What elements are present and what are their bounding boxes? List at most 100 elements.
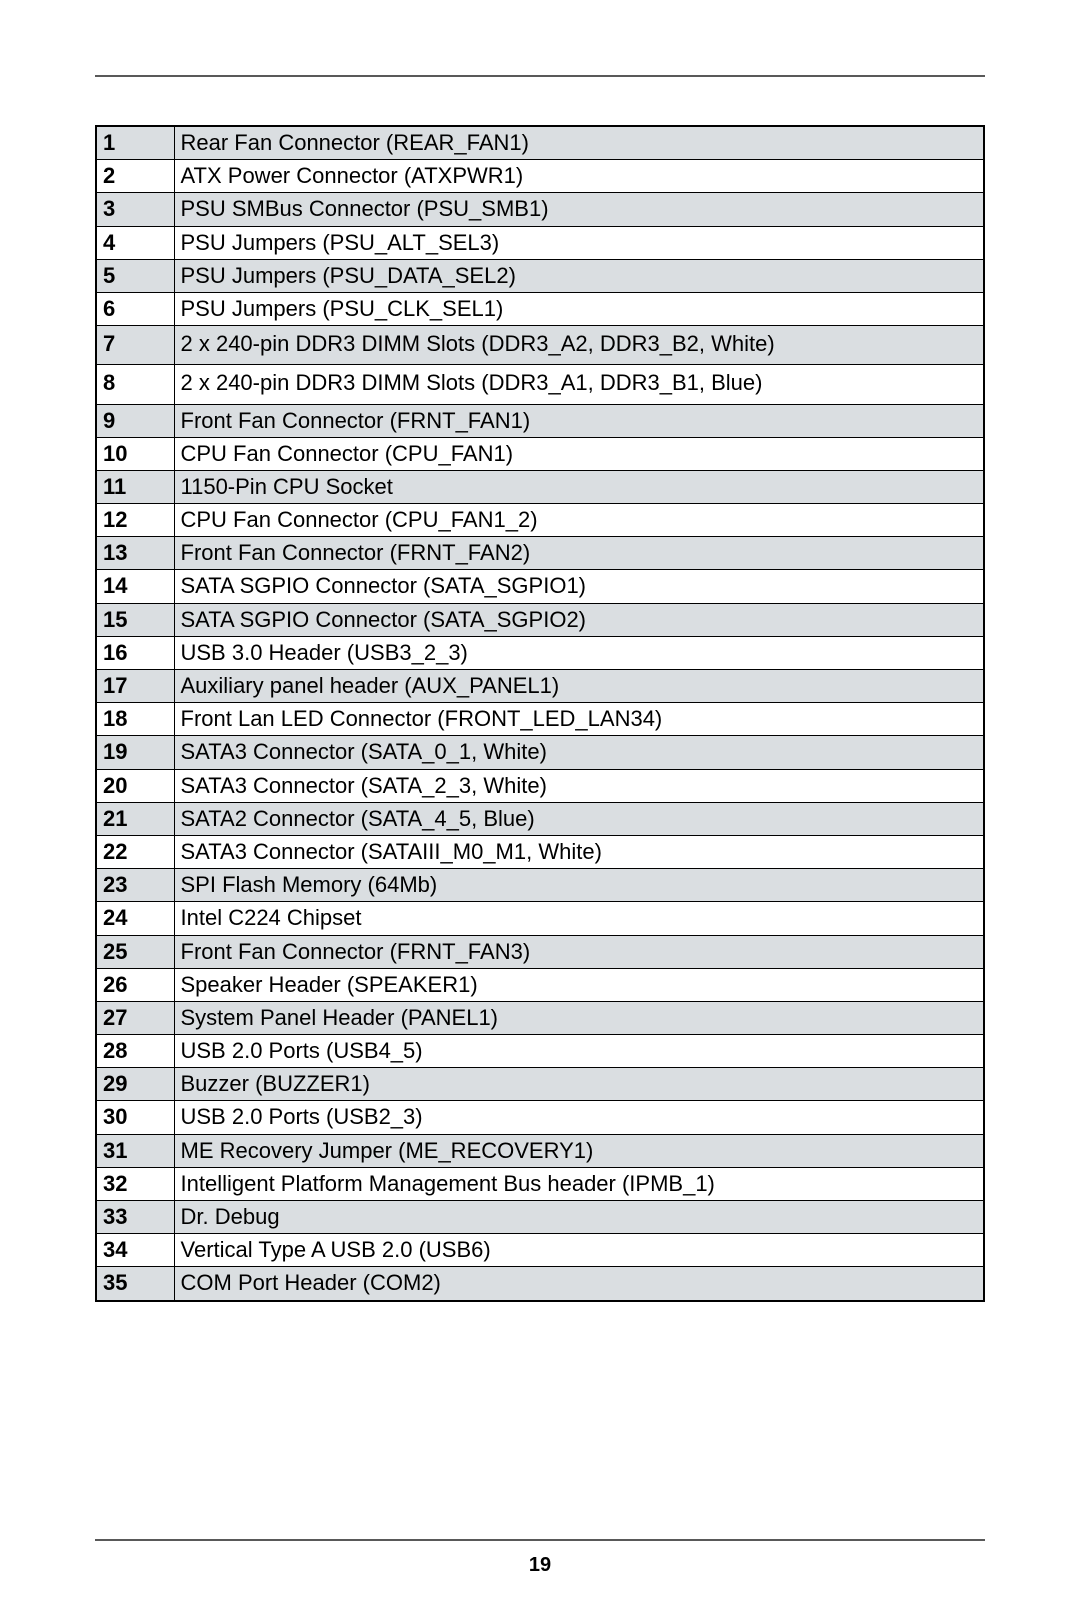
table-row: 72 x 240-pin DDR3 DIMM Slots (DDR3_A2, D… xyxy=(96,326,984,365)
row-number: 5 xyxy=(96,259,174,292)
row-description: Front Fan Connector (FRNT_FAN3) xyxy=(174,935,984,968)
row-number: 4 xyxy=(96,226,174,259)
row-description: Auxiliary panel header (AUX_PANEL1) xyxy=(174,670,984,703)
row-description: PSU Jumpers (PSU_DATA_SEL2) xyxy=(174,259,984,292)
row-number: 24 xyxy=(96,902,174,935)
row-number: 11 xyxy=(96,470,174,503)
table-row: 1Rear Fan Connector (REAR_FAN1) xyxy=(96,126,984,160)
row-description: System Panel Header (PANEL1) xyxy=(174,1001,984,1034)
row-number: 19 xyxy=(96,736,174,769)
table-row: 111150-Pin CPU Socket xyxy=(96,470,984,503)
table-row: 13Front Fan Connector (FRNT_FAN2) xyxy=(96,537,984,570)
table-row: 31ME Recovery Jumper (ME_RECOVERY1) xyxy=(96,1134,984,1167)
table-row: 33Dr. Debug xyxy=(96,1201,984,1234)
table-row: 20SATA3 Connector (SATA_2_3, White) xyxy=(96,769,984,802)
row-number: 30 xyxy=(96,1101,174,1134)
table-row: 10CPU Fan Connector (CPU_FAN1) xyxy=(96,437,984,470)
page-number: 19 xyxy=(0,1554,1080,1577)
row-description: USB 2.0 Ports (USB4_5) xyxy=(174,1035,984,1068)
table-row: 24Intel C224 Chipset xyxy=(96,902,984,935)
row-number: 1 xyxy=(96,126,174,160)
row-number: 28 xyxy=(96,1035,174,1068)
row-description: Rear Fan Connector (REAR_FAN1) xyxy=(174,126,984,160)
row-description: ME Recovery Jumper (ME_RECOVERY1) xyxy=(174,1134,984,1167)
row-description: 1150-Pin CPU Socket xyxy=(174,470,984,503)
row-number: 27 xyxy=(96,1001,174,1034)
table-row: 18Front Lan LED Connector (FRONT_LED_LAN… xyxy=(96,703,984,736)
table-row: 26Speaker Header (SPEAKER1) xyxy=(96,968,984,1001)
row-number: 20 xyxy=(96,769,174,802)
row-number: 22 xyxy=(96,835,174,868)
row-description: PSU Jumpers (PSU_CLK_SEL1) xyxy=(174,292,984,325)
row-description: Dr. Debug xyxy=(174,1201,984,1234)
row-number: 15 xyxy=(96,603,174,636)
table-row: 35COM Port Header (COM2) xyxy=(96,1267,984,1301)
row-description: Front Fan Connector (FRNT_FAN1) xyxy=(174,404,984,437)
row-number: 10 xyxy=(96,437,174,470)
row-number: 14 xyxy=(96,570,174,603)
page: 1Rear Fan Connector (REAR_FAN1)2ATX Powe… xyxy=(0,0,1080,1619)
row-description: Intelligent Platform Management Bus head… xyxy=(174,1167,984,1200)
table-row: 19SATA3 Connector (SATA_0_1, White) xyxy=(96,736,984,769)
row-description: Buzzer (BUZZER1) xyxy=(174,1068,984,1101)
table-row: 25Front Fan Connector (FRNT_FAN3) xyxy=(96,935,984,968)
row-description: Intel C224 Chipset xyxy=(174,902,984,935)
row-number: 6 xyxy=(96,292,174,325)
row-description: SATA2 Connector (SATA_4_5, Blue) xyxy=(174,802,984,835)
row-description: 2 x 240-pin DDR3 DIMM Slots (DDR3_A2, DD… xyxy=(174,326,984,365)
table-row: 9Front Fan Connector (FRNT_FAN1) xyxy=(96,404,984,437)
row-number: 7 xyxy=(96,326,174,365)
row-description: CPU Fan Connector (CPU_FAN1_2) xyxy=(174,504,984,537)
table-row: 5PSU Jumpers (PSU_DATA_SEL2) xyxy=(96,259,984,292)
row-number: 32 xyxy=(96,1167,174,1200)
row-description: Front Fan Connector (FRNT_FAN2) xyxy=(174,537,984,570)
row-description: COM Port Header (COM2) xyxy=(174,1267,984,1301)
row-number: 13 xyxy=(96,537,174,570)
table-row: 82 x 240-pin DDR3 DIMM Slots (DDR3_A1, D… xyxy=(96,365,984,404)
row-number: 2 xyxy=(96,160,174,193)
table-row: 23SPI Flash Memory (64Mb) xyxy=(96,869,984,902)
table-row: 3PSU SMBus Connector (PSU_SMB1) xyxy=(96,193,984,226)
row-number: 29 xyxy=(96,1068,174,1101)
row-description: SATA3 Connector (SATAIII_M0_M1, White) xyxy=(174,835,984,868)
row-number: 17 xyxy=(96,670,174,703)
table-row: 16USB 3.0 Header (USB3_2_3) xyxy=(96,636,984,669)
row-description: Front Lan LED Connector (FRONT_LED_LAN34… xyxy=(174,703,984,736)
row-description: SATA SGPIO Connector (SATA_SGPIO1) xyxy=(174,570,984,603)
row-description: ATX Power Connector (ATXPWR1) xyxy=(174,160,984,193)
top-horizontal-rule xyxy=(95,75,985,77)
row-description: USB 3.0 Header (USB3_2_3) xyxy=(174,636,984,669)
connector-table-body: 1Rear Fan Connector (REAR_FAN1)2ATX Powe… xyxy=(96,126,984,1301)
row-number: 33 xyxy=(96,1201,174,1234)
row-number: 35 xyxy=(96,1267,174,1301)
row-description: SATA3 Connector (SATA_0_1, White) xyxy=(174,736,984,769)
bottom-horizontal-rule xyxy=(95,1539,985,1541)
row-number: 23 xyxy=(96,869,174,902)
table-row: 34Vertical Type A USB 2.0 (USB6) xyxy=(96,1234,984,1267)
table-row: 4PSU Jumpers (PSU_ALT_SEL3) xyxy=(96,226,984,259)
connector-table: 1Rear Fan Connector (REAR_FAN1)2ATX Powe… xyxy=(95,125,985,1302)
row-description: Speaker Header (SPEAKER1) xyxy=(174,968,984,1001)
row-description: PSU Jumpers (PSU_ALT_SEL3) xyxy=(174,226,984,259)
table-row: 6PSU Jumpers (PSU_CLK_SEL1) xyxy=(96,292,984,325)
row-number: 16 xyxy=(96,636,174,669)
row-number: 18 xyxy=(96,703,174,736)
row-description: PSU SMBus Connector (PSU_SMB1) xyxy=(174,193,984,226)
row-number: 34 xyxy=(96,1234,174,1267)
table-row: 21SATA2 Connector (SATA_4_5, Blue) xyxy=(96,802,984,835)
table-row: 32Intelligent Platform Management Bus he… xyxy=(96,1167,984,1200)
row-description: SATA SGPIO Connector (SATA_SGPIO2) xyxy=(174,603,984,636)
table-row: 14SATA SGPIO Connector (SATA_SGPIO1) xyxy=(96,570,984,603)
table-row: 15SATA SGPIO Connector (SATA_SGPIO2) xyxy=(96,603,984,636)
row-description: USB 2.0 Ports (USB2_3) xyxy=(174,1101,984,1134)
row-number: 25 xyxy=(96,935,174,968)
table-row: 30USB 2.0 Ports (USB2_3) xyxy=(96,1101,984,1134)
row-number: 9 xyxy=(96,404,174,437)
row-number: 12 xyxy=(96,504,174,537)
table-row: 2ATX Power Connector (ATXPWR1) xyxy=(96,160,984,193)
row-number: 31 xyxy=(96,1134,174,1167)
row-number: 21 xyxy=(96,802,174,835)
row-description: CPU Fan Connector (CPU_FAN1) xyxy=(174,437,984,470)
row-description: Vertical Type A USB 2.0 (USB6) xyxy=(174,1234,984,1267)
row-description: 2 x 240-pin DDR3 DIMM Slots (DDR3_A1, DD… xyxy=(174,365,984,404)
